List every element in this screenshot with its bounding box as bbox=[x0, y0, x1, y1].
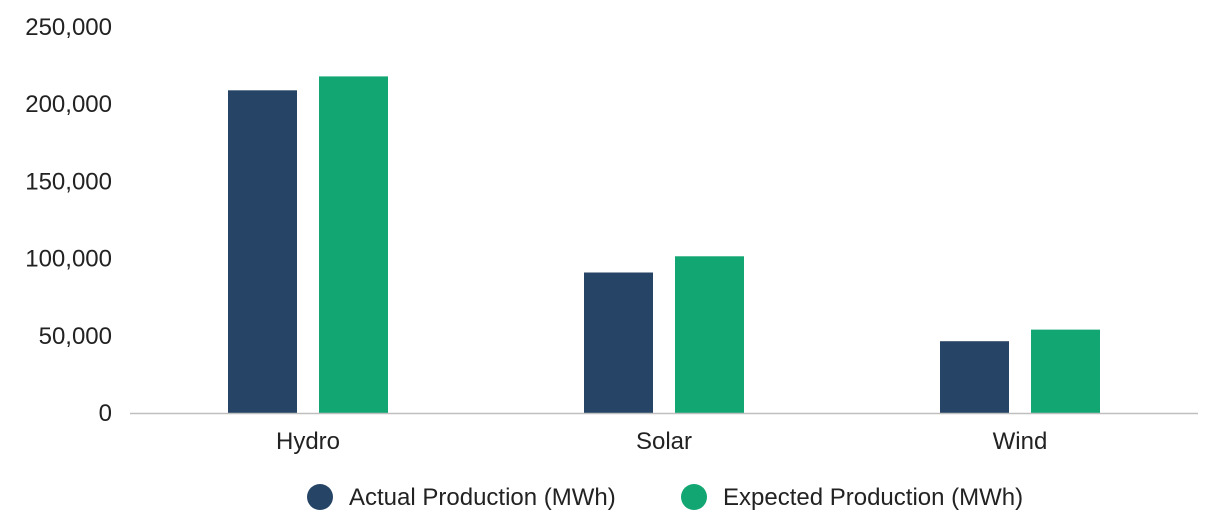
x-tick-label-hydro: Hydro bbox=[276, 428, 340, 455]
y-tick-label-0: 0 bbox=[99, 400, 112, 427]
bar-hydro-actual bbox=[228, 90, 297, 413]
legend-label-actual: Actual Production (MWh) bbox=[349, 484, 616, 510]
bars-group bbox=[228, 76, 1100, 414]
y-axis-ticks: 0 50,000 100,000 150,000 200,000 250,000 bbox=[25, 14, 112, 427]
y-tick-label-250-000: 250,000 bbox=[25, 14, 112, 41]
legend-swatch-expected bbox=[681, 484, 707, 510]
legend-label-expected: Expected Production (MWh) bbox=[723, 484, 1023, 510]
y-tick-label-100-000: 100,000 bbox=[25, 246, 112, 273]
y-tick-label-200-000: 200,000 bbox=[25, 91, 112, 118]
legend: Actual Production (MWh) Expected Producti… bbox=[307, 484, 1023, 511]
y-tick-label-50-000: 50,000 bbox=[39, 323, 112, 350]
bar-solar-actual bbox=[584, 272, 653, 413]
x-tick-label-solar: Solar bbox=[636, 428, 692, 455]
bar-solar-expected bbox=[675, 256, 744, 413]
bar-hydro-expected bbox=[319, 76, 388, 414]
x-axis-labels: Hydro Solar Wind bbox=[276, 428, 1047, 455]
y-tick-label-150-000: 150,000 bbox=[25, 168, 112, 195]
x-tick-label-wind: Wind bbox=[993, 428, 1048, 455]
bar-wind-actual bbox=[940, 341, 1009, 413]
bar-wind-expected bbox=[1031, 329, 1100, 413]
legend-swatch-actual bbox=[307, 484, 333, 510]
